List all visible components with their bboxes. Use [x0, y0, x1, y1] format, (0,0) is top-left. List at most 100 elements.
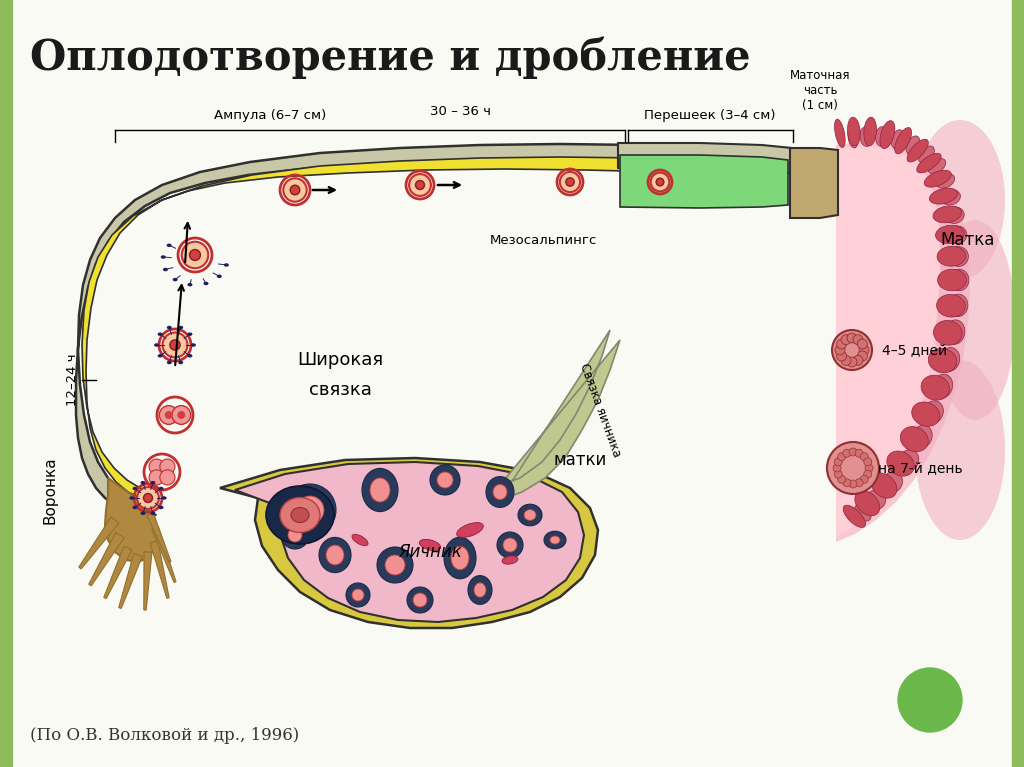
Circle shape [843, 449, 851, 457]
Ellipse shape [444, 537, 476, 579]
Polygon shape [143, 551, 152, 610]
Polygon shape [76, 144, 790, 520]
Ellipse shape [938, 269, 967, 291]
Polygon shape [234, 462, 584, 622]
Ellipse shape [949, 269, 969, 291]
Text: связка: связка [308, 381, 372, 399]
Circle shape [143, 493, 153, 502]
Ellipse shape [132, 487, 137, 490]
Ellipse shape [291, 508, 309, 522]
Polygon shape [105, 478, 158, 562]
Ellipse shape [898, 449, 919, 472]
Text: Связка яичника: Связка яичника [577, 361, 623, 459]
Ellipse shape [945, 320, 965, 344]
Ellipse shape [362, 469, 398, 512]
Text: Перешеек (3–4 см): Перешеек (3–4 см) [644, 109, 776, 122]
Circle shape [855, 449, 863, 457]
Ellipse shape [876, 127, 888, 146]
Ellipse shape [437, 472, 453, 488]
Circle shape [864, 458, 871, 466]
Ellipse shape [158, 332, 163, 336]
Ellipse shape [288, 528, 302, 542]
Ellipse shape [947, 225, 967, 244]
Circle shape [833, 464, 841, 472]
Ellipse shape [493, 484, 507, 499]
Ellipse shape [941, 189, 961, 205]
Text: на 7-й день: на 7-й день [878, 461, 963, 475]
Polygon shape [89, 532, 124, 586]
Polygon shape [103, 546, 132, 598]
Ellipse shape [352, 535, 368, 545]
Ellipse shape [474, 583, 486, 597]
Ellipse shape [140, 512, 145, 515]
Ellipse shape [936, 173, 954, 188]
Text: Матка: Матка [941, 231, 995, 249]
Circle shape [566, 178, 574, 186]
Ellipse shape [163, 268, 168, 272]
Ellipse shape [544, 532, 566, 549]
Ellipse shape [911, 425, 932, 449]
Ellipse shape [934, 321, 963, 345]
Ellipse shape [140, 481, 145, 485]
Ellipse shape [906, 136, 920, 154]
Polygon shape [82, 157, 785, 498]
Polygon shape [790, 148, 838, 218]
Ellipse shape [451, 546, 469, 570]
Ellipse shape [854, 505, 871, 521]
Ellipse shape [413, 593, 427, 607]
Circle shape [163, 333, 187, 357]
Circle shape [835, 458, 842, 466]
Ellipse shape [167, 244, 172, 247]
Ellipse shape [346, 583, 370, 607]
Ellipse shape [167, 360, 172, 364]
Polygon shape [836, 145, 940, 538]
Ellipse shape [162, 496, 167, 500]
Circle shape [290, 185, 300, 195]
Ellipse shape [430, 465, 460, 495]
Ellipse shape [503, 538, 517, 552]
Ellipse shape [280, 498, 319, 532]
Text: Широкая: Широкая [297, 351, 383, 369]
Circle shape [860, 453, 868, 461]
Polygon shape [618, 143, 792, 173]
Circle shape [160, 470, 175, 485]
Circle shape [189, 249, 201, 261]
Ellipse shape [948, 294, 968, 317]
Circle shape [853, 334, 863, 344]
Circle shape [656, 178, 664, 186]
Circle shape [137, 487, 159, 509]
Ellipse shape [928, 159, 946, 173]
Bar [1012, 0, 1024, 767]
Circle shape [860, 476, 868, 483]
Ellipse shape [132, 505, 137, 509]
Ellipse shape [880, 120, 895, 149]
Ellipse shape [159, 505, 164, 509]
Circle shape [150, 470, 164, 485]
Ellipse shape [940, 347, 959, 371]
Text: Мезосальпингс: Мезосальпингс [490, 233, 597, 246]
Ellipse shape [370, 478, 390, 502]
Circle shape [827, 442, 879, 494]
Circle shape [865, 464, 873, 472]
Polygon shape [152, 527, 176, 582]
Ellipse shape [151, 512, 156, 515]
Text: (По О.В. Волковой и др., 1996): (По О.В. Волковой и др., 1996) [30, 726, 299, 743]
Ellipse shape [930, 188, 957, 204]
Circle shape [849, 480, 857, 488]
Ellipse shape [929, 348, 956, 373]
Ellipse shape [860, 127, 872, 146]
Ellipse shape [502, 556, 518, 565]
Circle shape [841, 334, 851, 344]
Circle shape [160, 459, 175, 474]
Ellipse shape [154, 344, 159, 347]
Polygon shape [500, 330, 620, 500]
Circle shape [835, 470, 842, 478]
Circle shape [838, 453, 846, 461]
Ellipse shape [848, 128, 858, 148]
Ellipse shape [281, 521, 309, 549]
Ellipse shape [911, 402, 940, 426]
Ellipse shape [933, 374, 952, 398]
Text: 4–5 дней: 4–5 дней [882, 343, 947, 357]
Text: Ампула (6–7 см): Ампула (6–7 см) [214, 109, 326, 122]
Ellipse shape [377, 547, 413, 583]
